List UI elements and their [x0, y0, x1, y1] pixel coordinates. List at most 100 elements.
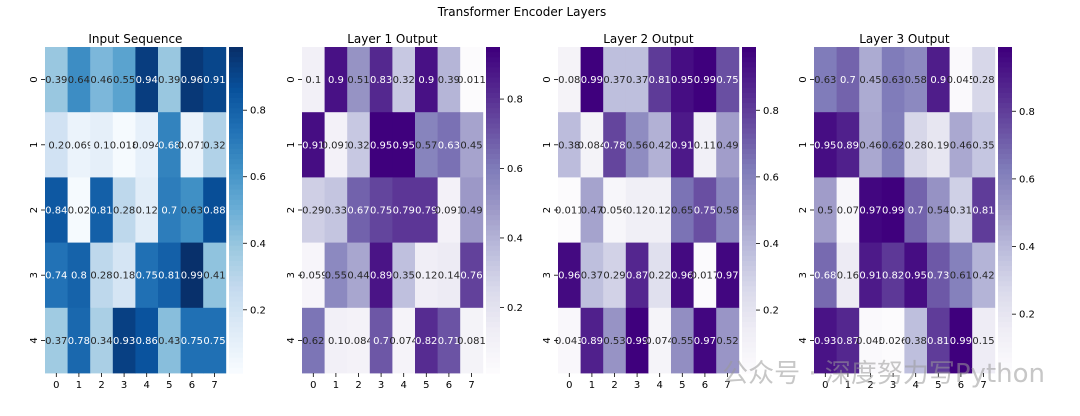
x-tick-label: 0	[310, 380, 316, 391]
cell-label: 0.91	[671, 140, 693, 151]
cell-label: 0.1	[328, 336, 344, 347]
heatmap-cell	[671, 177, 694, 243]
colorbar-segment	[486, 184, 500, 191]
colorbar-segment	[486, 311, 500, 318]
colorbar-segment	[486, 179, 500, 186]
colorbar-segment	[486, 77, 500, 84]
heatmap-cell	[625, 177, 649, 243]
heatmap-cell	[580, 112, 604, 178]
cell-label: 0.78	[603, 140, 625, 151]
colorbar-segment	[229, 92, 243, 99]
colorbar-segment	[486, 337, 500, 344]
colorbar-segment	[998, 194, 1012, 201]
colorbar-segment	[486, 204, 500, 211]
x-tick-label: 2	[611, 380, 617, 391]
colorbar-segment	[229, 301, 243, 308]
cell-label: 0.7	[840, 75, 856, 86]
heatmap-cell	[836, 47, 860, 113]
colorbar-segment	[229, 164, 243, 170]
cell-label: 0.89	[581, 336, 603, 347]
colorbar-segment	[486, 62, 500, 68]
colorbar-segment	[486, 367, 500, 374]
colorbar-segment	[229, 113, 243, 119]
colorbar-segment	[742, 311, 756, 318]
heatmap-cell	[180, 112, 204, 178]
cell-label: 0.07	[837, 206, 859, 217]
colorbar-segment	[229, 128, 243, 135]
cell-label: 0.95	[814, 140, 836, 151]
heatmap-cell	[904, 242, 928, 309]
cell-label: 0.99	[882, 206, 904, 217]
heatmap-cell	[460, 47, 484, 113]
colorbar-segment	[486, 266, 500, 272]
heatmap-cell	[112, 112, 136, 178]
cell-label: 0.75	[203, 336, 225, 347]
cell-label: 0.7	[908, 206, 924, 217]
cell-label: 0.91	[302, 140, 324, 151]
cell-label: 0.091	[322, 140, 351, 151]
cell-label: 0.75	[716, 75, 738, 86]
cell-label: 0.38	[905, 336, 927, 347]
x-tick-label: 1	[333, 380, 339, 391]
cell-label: 0.68	[158, 140, 180, 151]
colorbar-segment	[229, 123, 243, 130]
heatmap-cell	[580, 47, 604, 113]
cell-label: 0.97	[859, 206, 881, 217]
colorbar-segment	[229, 67, 243, 74]
colorbar-segment	[229, 77, 243, 84]
heatmap-cell	[716, 112, 740, 178]
cell-label: 0.47	[581, 206, 603, 217]
cell-label: 0.12	[415, 271, 437, 282]
y-tick-label: 3	[286, 272, 297, 278]
heatmap-cell	[972, 112, 996, 178]
y-tick-label: 0	[29, 76, 40, 82]
colorbar-segment	[998, 179, 1012, 186]
heatmap-cell	[90, 177, 114, 243]
cell-label: 0.045	[947, 75, 976, 86]
cell-label: 0.61	[950, 271, 972, 282]
heatmap-cell	[90, 242, 114, 309]
colorbar-segment	[229, 367, 243, 374]
colorbar-segment	[486, 215, 500, 221]
y-tick-label: 3	[798, 272, 809, 278]
heatmap-cell	[814, 47, 837, 113]
heatmap-cell	[904, 47, 928, 113]
cell-label: 0.018	[110, 140, 139, 151]
cell-label: 0.32	[393, 75, 415, 86]
colorbar-segment	[486, 103, 500, 109]
colorbar-segment	[742, 352, 756, 359]
heatmap-cell	[460, 112, 484, 178]
colorbar-segment	[998, 199, 1012, 206]
x-tick-label: 3	[634, 380, 640, 391]
colorbar-segment	[229, 306, 243, 313]
cell-label: 0.12	[649, 206, 671, 217]
colorbar-segment	[486, 164, 500, 170]
colorbar-segment	[742, 301, 756, 308]
colorbar-segment	[742, 367, 756, 374]
heatmap-cell	[603, 307, 627, 374]
colorbar-segment	[742, 255, 756, 262]
colorbar-segment	[998, 189, 1012, 196]
colorbar-segment	[486, 194, 500, 201]
heatmap-cell	[67, 112, 91, 178]
colorbar-segment	[998, 77, 1012, 84]
heatmap-cell	[716, 307, 740, 374]
colorbar-tick-label: 0.8	[507, 95, 523, 106]
cell-label: 0.81	[158, 271, 180, 282]
heatmap-cell	[347, 47, 371, 113]
colorbar-segment	[742, 240, 756, 247]
heatmap-cell	[135, 112, 159, 178]
heatmap-cell	[112, 307, 136, 374]
colorbar-segment	[486, 271, 500, 277]
heatmap-cell	[347, 177, 371, 243]
colorbar-tick-label: 0.4	[250, 239, 266, 250]
cell-label: 0.35	[972, 140, 994, 151]
x-tick-label: 3	[378, 380, 384, 391]
y-tick-label: 2	[542, 207, 553, 213]
heatmap-cell	[603, 242, 627, 309]
cell-label: 0.011	[555, 206, 584, 217]
heatmap-title: Layer 1 Output	[347, 32, 438, 46]
heatmap-cell	[180, 47, 204, 113]
colorbar-segment	[229, 225, 243, 231]
